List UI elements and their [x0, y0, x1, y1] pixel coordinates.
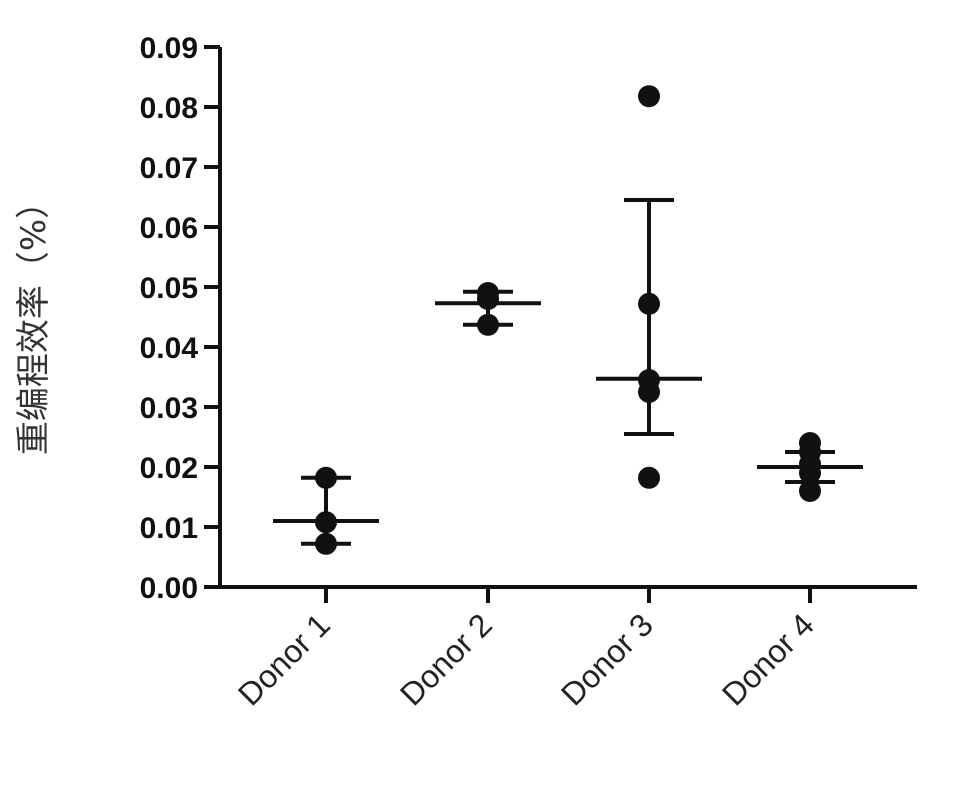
x-tick-label: Donor 2 [393, 606, 499, 712]
y-tick-label: 0.06 [140, 212, 198, 245]
data-point [477, 313, 499, 336]
y-axis-label: 重编程效率（%） [14, 185, 54, 455]
x-ticks: Donor 1 Donor 2 Donor 3 Donor 4 [231, 587, 821, 712]
y-tick-label: 0.05 [140, 272, 198, 305]
y-ticks: 0.00 0.01 0.02 0.03 0.04 0.05 0.06 0.07 0.08 0.09 [140, 32, 220, 605]
y-tick-label: 0.00 [140, 572, 198, 605]
x-tick-label: Donor 3 [554, 606, 660, 712]
y-tick-label: 0.01 [140, 512, 198, 545]
x-tick-label: Donor 4 [715, 606, 821, 712]
data-point [315, 511, 337, 534]
y-tick-label: 0.07 [140, 152, 198, 185]
data-point [315, 532, 337, 555]
y-tick-label: 0.09 [140, 32, 198, 65]
data-point [638, 381, 660, 403]
axes [218, 47, 917, 589]
y-tick-label: 0.04 [140, 332, 199, 365]
data-point [799, 462, 821, 484]
y-tick-label: 0.02 [140, 452, 198, 485]
data-point [799, 480, 821, 502]
data-point [315, 466, 337, 489]
data-marks [273, 85, 863, 555]
data-point [638, 85, 660, 108]
x-tick-label: Donor 1 [231, 606, 337, 712]
data-point [477, 288, 499, 310]
y-tick-label: 0.03 [140, 392, 198, 425]
data-point [638, 292, 660, 315]
y-tick-label: 0.08 [140, 92, 198, 125]
data-point [638, 466, 660, 489]
